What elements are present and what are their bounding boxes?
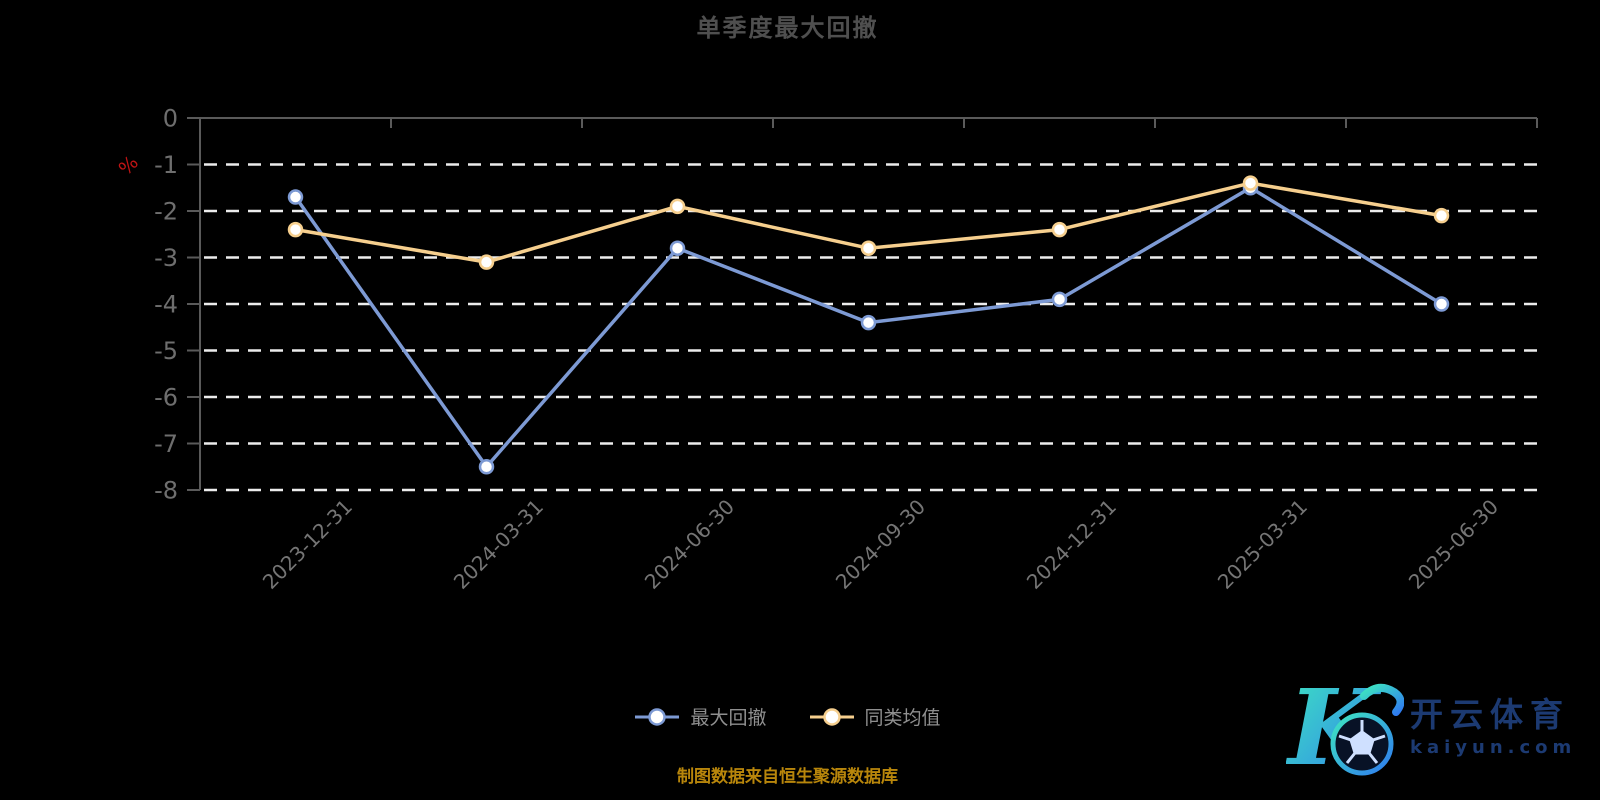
data-point-marker	[1433, 207, 1450, 224]
y-tick-label: -6	[154, 383, 178, 411]
kaiyun-logo[interactable]: K 开云体育 kaiyun.com	[1286, 668, 1576, 786]
legend-marker-category-average	[809, 707, 854, 726]
y-tick-label: 0	[163, 104, 178, 132]
x-tick-label: 2024-03-31	[449, 495, 548, 594]
x-tick-label: 2024-12-31	[1022, 495, 1121, 594]
kaiyun-logo-mark: K	[1286, 668, 1404, 786]
data-point-marker	[1051, 291, 1068, 308]
legend-label-category-average: 同类均值	[864, 707, 941, 729]
legend-item-category-average[interactable]: 同类均值	[809, 703, 941, 730]
legend-marker-max-drawdown	[635, 707, 680, 726]
line-chart-canvas: 0 -1 -2 -3 -4 -5 -6 -7 -8% 2023-12-31 2024-03-31 20…	[115, 104, 1538, 594]
y-tick-label: -4	[154, 290, 178, 318]
data-point-marker	[1242, 175, 1259, 191]
data-point-marker	[669, 198, 686, 215]
y-axis-unit-label: %	[115, 152, 143, 180]
data-point-marker	[860, 314, 877, 331]
y-tick-label: -7	[154, 430, 178, 458]
x-tick-label: 2025-03-31	[1213, 495, 1312, 594]
legend-item-max-drawdown[interactable]: 最大回撤	[634, 703, 767, 730]
x-tick-label: 2023-12-31	[258, 495, 357, 594]
data-point-marker	[669, 240, 686, 256]
y-tick-label: -8	[154, 476, 178, 504]
data-source-note: 制图数据来自恒生聚源数据库	[677, 767, 898, 787]
data-point-marker	[1051, 221, 1068, 238]
data-point-marker	[478, 254, 495, 270]
chart-title: 单季度最大回撤	[696, 14, 879, 42]
x-tick-label: 2025-06-30	[1404, 495, 1503, 594]
chart-legend: 最大回撤 同类均值	[0, 703, 1575, 730]
logo-football-seams	[1338, 720, 1386, 764]
logo-domain-text: kaiyun.com	[1410, 737, 1577, 759]
data-point-marker	[860, 240, 877, 256]
x-tick-label: 2024-09-30	[831, 495, 930, 594]
y-tick-label: -1	[154, 151, 178, 179]
x-tick-label: 2024-06-30	[640, 495, 739, 594]
logo-brand-text: 开云体育	[1410, 694, 1570, 734]
data-point-marker	[478, 459, 495, 475]
y-tick-label: -3	[154, 244, 178, 272]
data-point-marker	[287, 221, 304, 238]
data-point-marker	[287, 189, 304, 205]
y-tick-label: -2	[154, 197, 178, 225]
data-point-marker	[1433, 296, 1450, 312]
y-tick-label: -5	[154, 337, 178, 365]
logo-swirl	[1360, 683, 1404, 716]
legend-label-max-drawdown: 最大回撤	[690, 707, 767, 729]
